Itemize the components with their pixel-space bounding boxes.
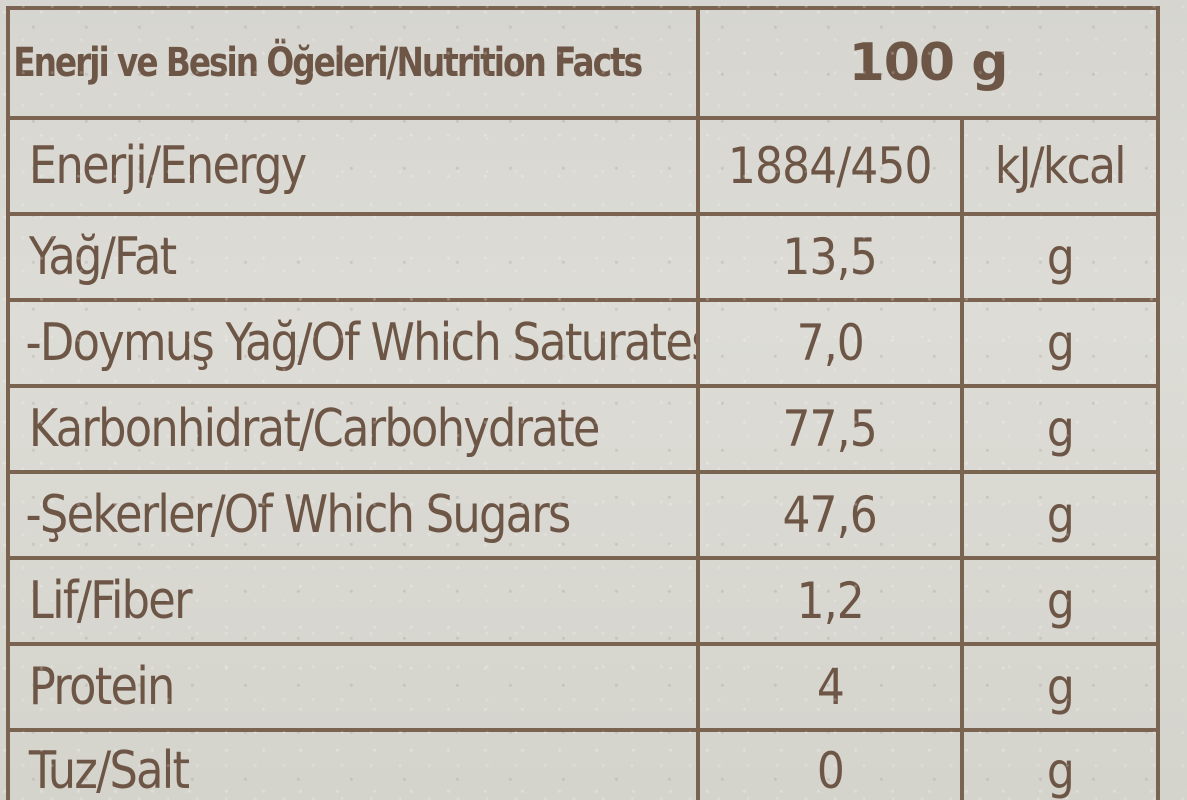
nutrient-value: 0 [816,742,844,800]
nutrient-name: Enerji/Energy [28,136,307,196]
nutrition-facts-table: Enerji ve Besin Öğeleri/Nutrition Facts … [6,6,1160,800]
nutrient-name: -Doymuş Yağ/Of Which Saturates [25,313,698,373]
nutrient-value: 13,5 [782,228,878,286]
table-title: Enerji ve Besin Öğeleri/Nutrition Facts [13,40,643,86]
nutrient-name: Karbonhidrat/Carbohydrate [28,399,600,459]
nutrient-value: 77,5 [782,400,878,458]
nutrient-name: Protein [28,657,175,717]
nutrient-unit: g [1046,742,1074,800]
nutrient-value: 1884/450 [728,137,933,195]
nutrient-value: 4 [816,658,844,716]
table-row-protein: Protein 4 g [6,642,1160,732]
serving-amount: 100 g [696,6,1160,120]
nutrient-unit: g [1046,572,1074,630]
nutrient-name: Lif/Fiber [28,571,193,631]
table-row-carbohydrate: Karbonhidrat/Carbohydrate 77,5 g [6,384,1160,474]
nutrient-value: 47,6 [782,486,878,544]
nutrient-unit: g [1046,314,1074,372]
table-row-fat: Yağ/Fat 13,5 g [6,212,1160,302]
nutrient-name: Yağ/Fat [28,227,177,287]
table-row-salt: Tuz/Salt 0 g [6,728,1160,800]
nutrient-unit: g [1046,658,1074,716]
nutrient-unit: kJ/kcal [995,137,1127,195]
nutrient-unit: g [1046,228,1074,286]
nutrient-value: 7,0 [796,314,864,372]
nutrient-name: -Şekerler/Of Which Sugars [25,485,571,545]
nutrient-unit: g [1046,400,1074,458]
header-title-cell: Enerji ve Besin Öğeleri/Nutrition Facts [6,6,700,120]
table-header-row: Enerji ve Besin Öğeleri/Nutrition Facts … [6,6,1160,120]
table-row-sugars: -Şekerler/Of Which Sugars 47,6 g [6,470,1160,560]
table-row-fiber: Lif/Fiber 1,2 g [6,556,1160,646]
nutrient-name: Tuz/Salt [28,741,190,800]
table-row-energy: Enerji/Energy 1884/450 kJ/kcal [6,116,1160,216]
nutrient-value: 1,2 [796,572,864,630]
table-row-saturates: -Doymuş Yağ/Of Which Saturates 7,0 g [6,298,1160,388]
nutrient-unit: g [1046,486,1074,544]
